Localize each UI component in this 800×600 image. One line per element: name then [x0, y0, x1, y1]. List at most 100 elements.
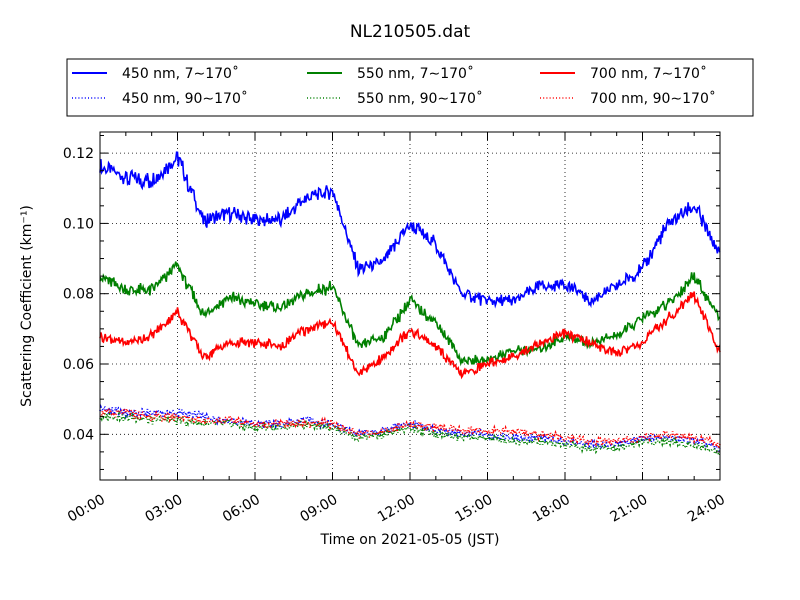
data-point	[538, 349, 540, 351]
data-point	[435, 426, 437, 428]
data-point	[280, 423, 282, 425]
data-point	[590, 440, 592, 442]
legend-label: 700 nm, 7∼170˚	[590, 65, 707, 82]
data-point	[228, 419, 230, 421]
data-point	[616, 335, 618, 337]
data-point	[642, 268, 644, 270]
data-point	[564, 437, 566, 439]
data-point	[383, 430, 385, 432]
data-point	[125, 412, 127, 414]
data-point	[151, 412, 153, 414]
series-line	[99, 261, 721, 367]
data-point	[512, 300, 514, 302]
y-tick-label: 0.12	[63, 146, 94, 162]
data-point	[642, 437, 644, 439]
data-point	[564, 331, 566, 333]
data-point	[306, 293, 308, 295]
data-point	[512, 440, 514, 442]
data-point	[151, 289, 153, 291]
data-point	[487, 300, 489, 302]
data-point	[435, 433, 437, 435]
data-point	[177, 310, 179, 312]
x-tick-label: 06:00	[220, 492, 263, 526]
y-tick-label: 0.04	[63, 427, 94, 443]
series-layer	[99, 151, 721, 458]
data-point	[538, 342, 540, 344]
data-point	[383, 335, 385, 337]
data-point	[409, 423, 411, 425]
data-point	[590, 447, 592, 449]
data-point	[590, 300, 592, 302]
data-point	[616, 286, 618, 288]
data-point	[357, 346, 359, 348]
data-point	[667, 317, 669, 319]
data-point	[616, 440, 618, 442]
y-tick-label: 0.10	[63, 216, 94, 232]
data-point	[280, 219, 282, 221]
x-tick-label: 12:00	[375, 492, 418, 526]
chart-title: NL210505.dat	[350, 22, 471, 42]
series-line	[99, 404, 721, 452]
data-point	[693, 444, 695, 446]
data-point	[306, 328, 308, 330]
data-point	[538, 286, 540, 288]
x-tick-label: 03:00	[143, 492, 186, 526]
data-point	[616, 444, 618, 446]
data-point	[616, 447, 618, 449]
data-point	[332, 321, 334, 323]
data-point	[409, 222, 411, 224]
series-3	[99, 261, 721, 367]
data-point	[177, 419, 179, 421]
data-point	[383, 433, 385, 435]
data-point	[177, 265, 179, 267]
data-point	[409, 300, 411, 302]
data-point	[151, 180, 153, 182]
data-point	[228, 423, 230, 425]
y-tick-label: 0.06	[63, 357, 94, 373]
data-point	[435, 321, 437, 323]
data-point	[564, 282, 566, 284]
data-point	[538, 433, 540, 435]
data-point	[332, 426, 334, 428]
x-tick-label: 24:00	[685, 492, 728, 526]
data-point	[202, 219, 204, 221]
data-point	[512, 430, 514, 432]
data-point	[383, 261, 385, 263]
data-point	[332, 191, 334, 193]
series-2	[99, 404, 721, 452]
data-point	[280, 346, 282, 348]
data-point	[254, 303, 256, 305]
data-point	[125, 289, 127, 291]
data-point	[202, 356, 204, 358]
data-point	[512, 356, 514, 358]
data-point	[332, 286, 334, 288]
x-axis: 00:00 03:00 06:00 09:00 12:00 15:00 18:00 21:00…	[65, 132, 728, 526]
y-axis: 0.04 0.06 0.08 0.10 0.12	[63, 135, 720, 470]
data-point	[280, 307, 282, 309]
series-1	[99, 151, 721, 309]
x-tick-label: 21:00	[608, 492, 651, 526]
data-point	[667, 222, 669, 224]
data-point	[202, 419, 204, 421]
data-point	[409, 328, 411, 330]
data-point	[357, 268, 359, 270]
data-point	[125, 342, 127, 344]
data-point	[564, 444, 566, 446]
x-tick-label: 09:00	[298, 492, 341, 526]
data-point	[642, 317, 644, 319]
data-point	[151, 416, 153, 418]
data-point	[177, 416, 179, 418]
data-point	[228, 342, 230, 344]
data-point	[487, 437, 489, 439]
data-point	[693, 293, 695, 295]
x-axis-label: Time on 2021-05-05 (JST)	[320, 532, 500, 548]
data-point	[590, 342, 592, 344]
series-line	[99, 151, 721, 309]
legend-label: 550 nm, 7∼170˚	[357, 65, 474, 82]
x-tick-label: 15:00	[453, 492, 496, 526]
data-point	[151, 335, 153, 337]
data-point	[306, 198, 308, 200]
data-point	[667, 433, 669, 435]
data-point	[332, 423, 334, 425]
